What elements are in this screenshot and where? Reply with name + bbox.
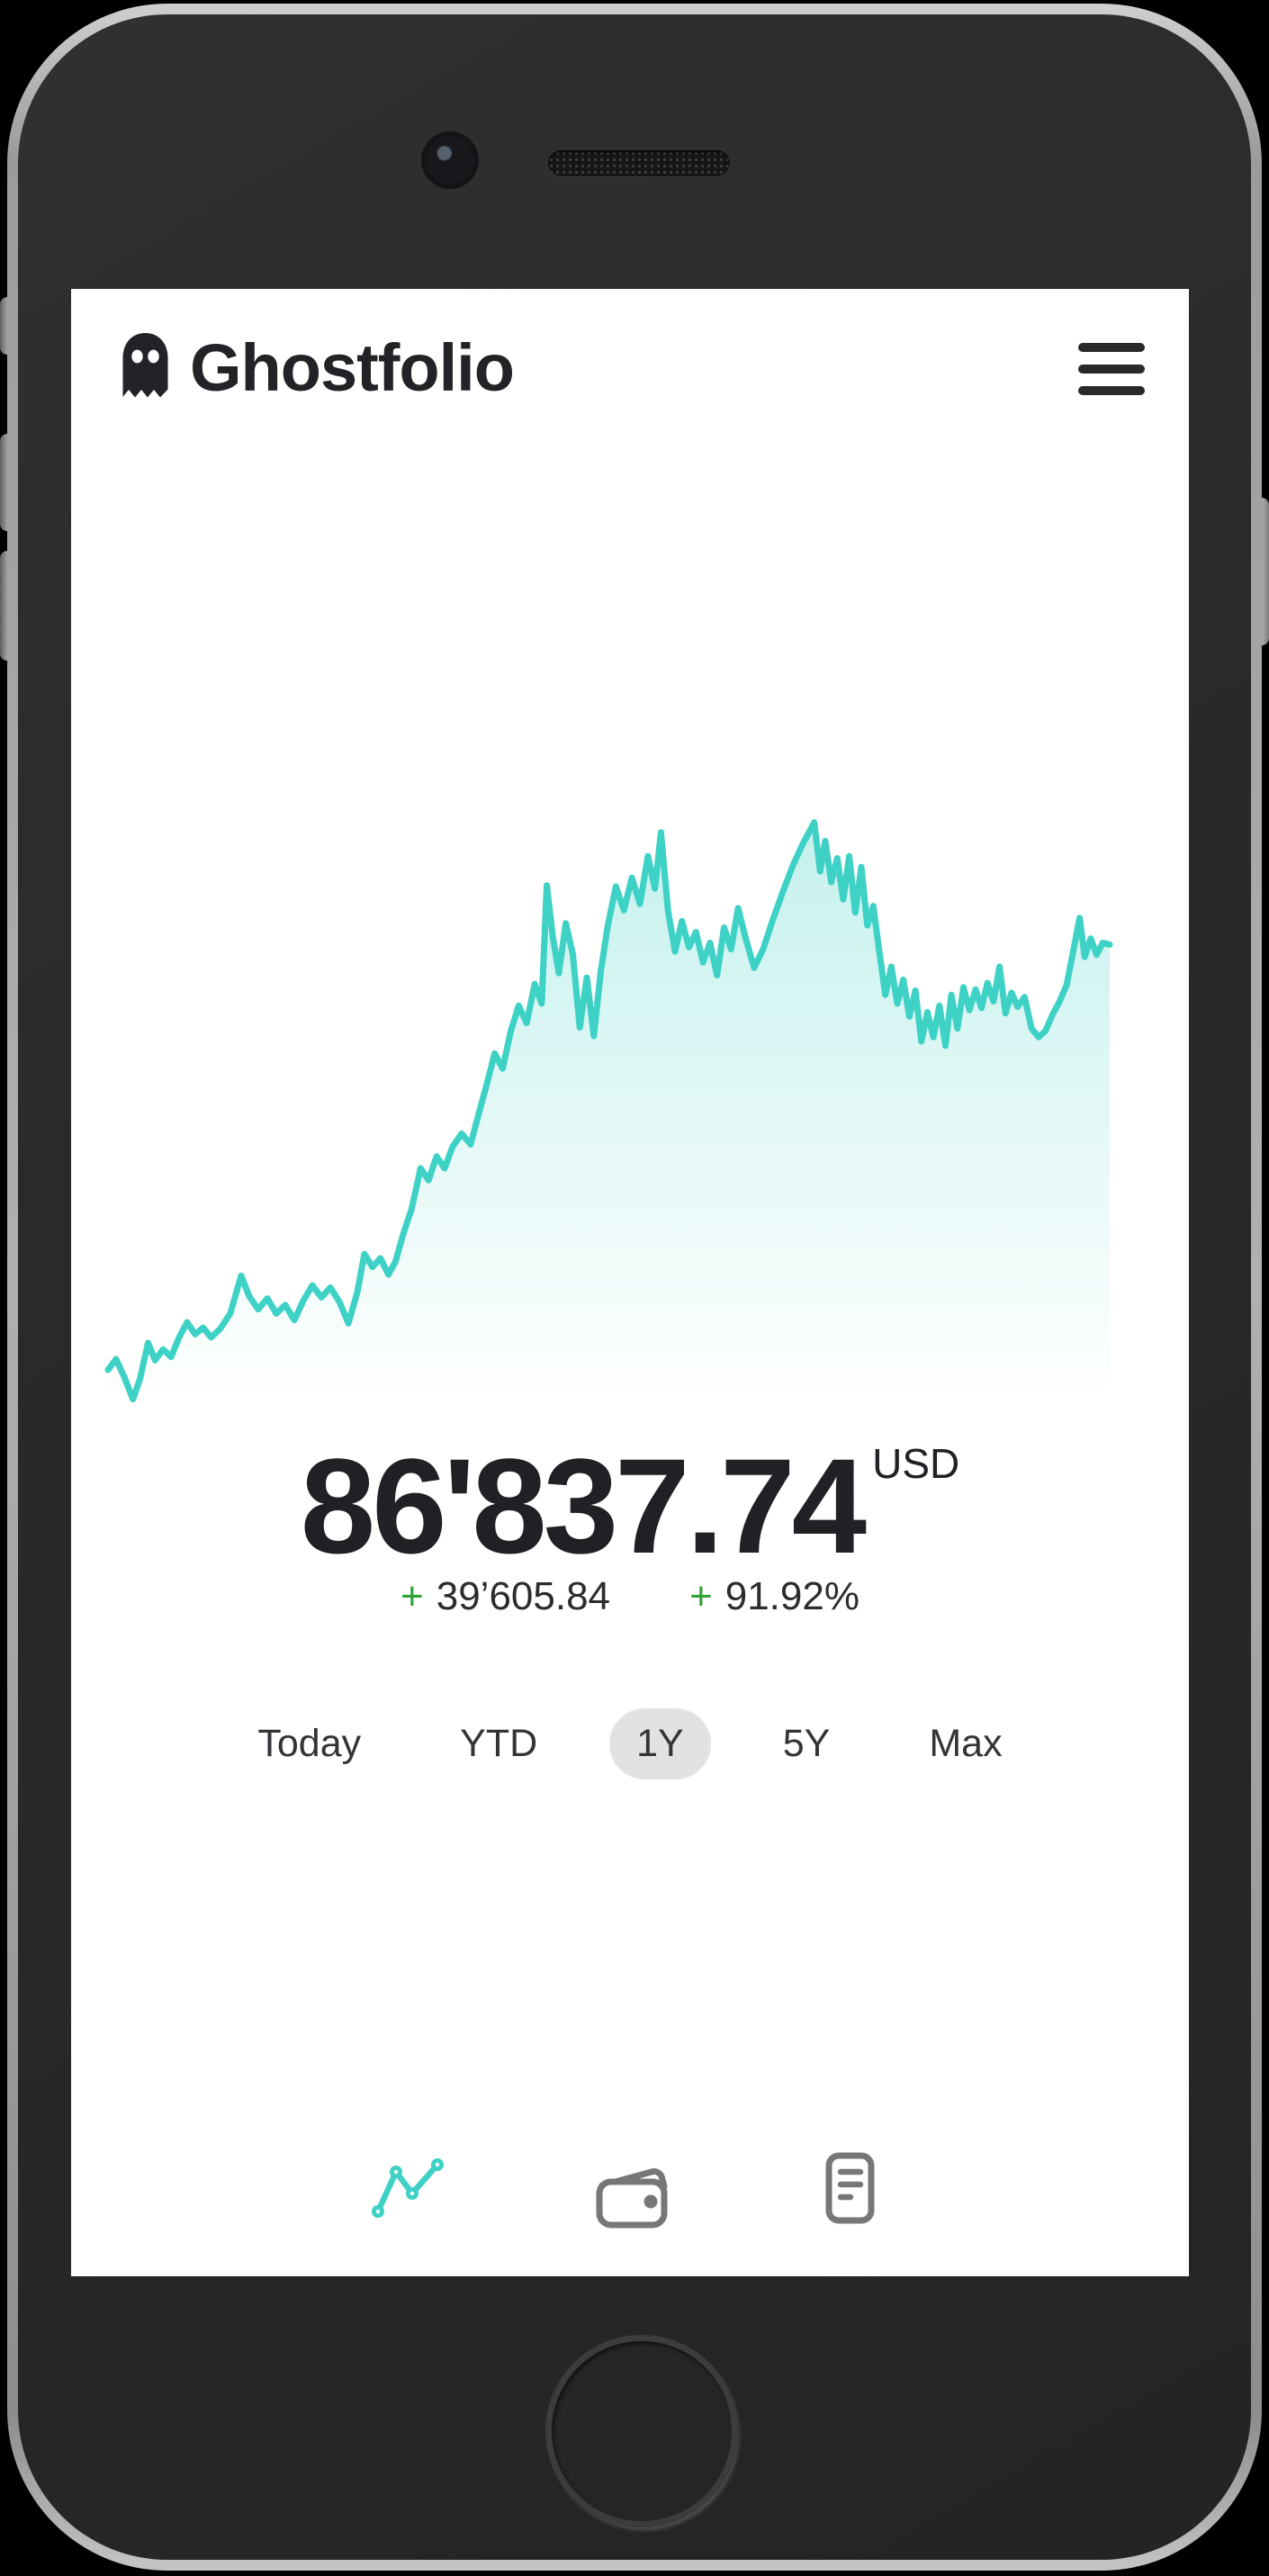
change-absolute: + 39’605.84 [400, 1574, 610, 1619]
screen: Ghostfolio 86'837.74 [71, 289, 1189, 2276]
performance-chart[interactable] [104, 811, 1113, 1405]
change-percent-value: 91.92% [724, 1574, 860, 1618]
portfolio-value-row: 86'837.74 USD [71, 1434, 1189, 1578]
hamburger-menu-icon [1078, 365, 1145, 374]
change-row: + 39’605.84 + 91.92% [71, 1574, 1189, 1619]
change-absolute-value: 39’605.84 [436, 1574, 611, 1618]
portfolio-value: 86'837.74 [300, 1430, 867, 1581]
home-button[interactable] [545, 2335, 738, 2527]
currency-label: USD [872, 1440, 960, 1487]
line-chart-icon [372, 2158, 444, 2218]
range-button-5y[interactable]: 5Y [756, 1708, 858, 1779]
performance-chart-svg [104, 819, 1113, 1405]
bottom-nav [71, 2145, 1189, 2231]
nav-item-performance[interactable] [367, 2145, 454, 2231]
change-percent: + 91.92% [689, 1574, 860, 1619]
range-selector: Today YTD 1Y 5Y Max [71, 1708, 1189, 1779]
range-button-1y[interactable]: 1Y [609, 1708, 711, 1779]
range-button-ytd[interactable]: YTD [433, 1708, 564, 1779]
hamburger-menu-button[interactable] [1078, 343, 1145, 395]
app-title: Ghostfolio [190, 330, 515, 405]
plus-icon: + [689, 1574, 713, 1618]
earpiece-speaker [548, 150, 730, 176]
nav-item-wallet[interactable] [587, 2145, 673, 2231]
hamburger-menu-icon [1078, 386, 1145, 395]
ghost-logo-icon [122, 333, 168, 398]
plus-icon: + [400, 1574, 424, 1618]
chart-area-fill [108, 822, 1110, 1405]
wallet-icon [596, 2168, 668, 2229]
range-button-max[interactable]: Max [902, 1708, 1029, 1779]
range-button-today[interactable]: Today [230, 1708, 388, 1779]
front-camera [427, 137, 473, 184]
app-header: Ghostfolio [71, 332, 1189, 422]
chart-line [104, 819, 1113, 1403]
hamburger-menu-icon [1078, 343, 1145, 352]
report-icon [825, 2152, 875, 2224]
nav-item-report[interactable] [806, 2145, 893, 2231]
brand[interactable]: Ghostfolio [120, 330, 515, 405]
